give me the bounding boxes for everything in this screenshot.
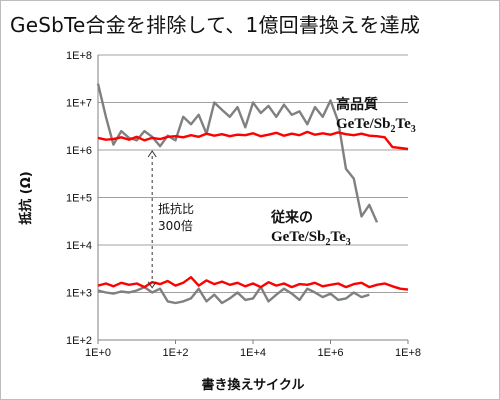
ratio-label-line1: 抵抗比 bbox=[158, 201, 194, 216]
ratio-arrow-head-up bbox=[147, 150, 157, 158]
y-axis-label: 抵抗 (Ω) bbox=[18, 171, 34, 224]
x-tick-label: 1E+0 bbox=[85, 347, 111, 359]
y-tick-label: 1E+4 bbox=[66, 240, 92, 252]
x-tick-label: 1E+6 bbox=[318, 347, 344, 359]
y-tick-labels: 1E+8 1E+7 1E+6 1E+5 1E+4 1E+3 1E+2 bbox=[66, 50, 92, 347]
x-axis-label: 書き換えサイクル bbox=[202, 377, 305, 393]
y-tick-label: 1E+6 bbox=[66, 145, 92, 157]
ratio-arrow-head-down bbox=[147, 281, 157, 289]
legend-conv-line1: 従来の bbox=[270, 209, 313, 226]
x-tick-label: 1E+4 bbox=[240, 347, 266, 359]
x-tick-label: 1E+8 bbox=[395, 347, 421, 359]
series-line bbox=[97, 276, 409, 291]
legend-conv-line2: GeTe/Sb2Te3 bbox=[271, 229, 351, 248]
legend-high-line1: 高品質 bbox=[336, 96, 378, 113]
series-line bbox=[97, 285, 370, 305]
x-tick-labels: 1E+0 1E+2 1E+4 1E+6 1E+8 bbox=[85, 340, 421, 359]
x-tick-label: 1E+2 bbox=[163, 347, 189, 359]
y-tick-label: 1E+5 bbox=[66, 193, 92, 205]
y-tick-label: 1E+7 bbox=[66, 98, 92, 110]
ratio-label-line2: 300倍 bbox=[158, 218, 193, 233]
ratio-annotation bbox=[147, 150, 157, 289]
page-title: GeSbTe合金を排除して、1億回書換えを達成 bbox=[10, 13, 421, 37]
legend-high-line2: GeTe/Sb2Te3 bbox=[336, 116, 416, 135]
y-tick-label: 1E+2 bbox=[66, 335, 92, 347]
y-tick-label: 1E+8 bbox=[66, 50, 92, 62]
series-line bbox=[96, 83, 379, 223]
series-line bbox=[97, 130, 409, 151]
y-tick-label: 1E+3 bbox=[66, 288, 92, 300]
